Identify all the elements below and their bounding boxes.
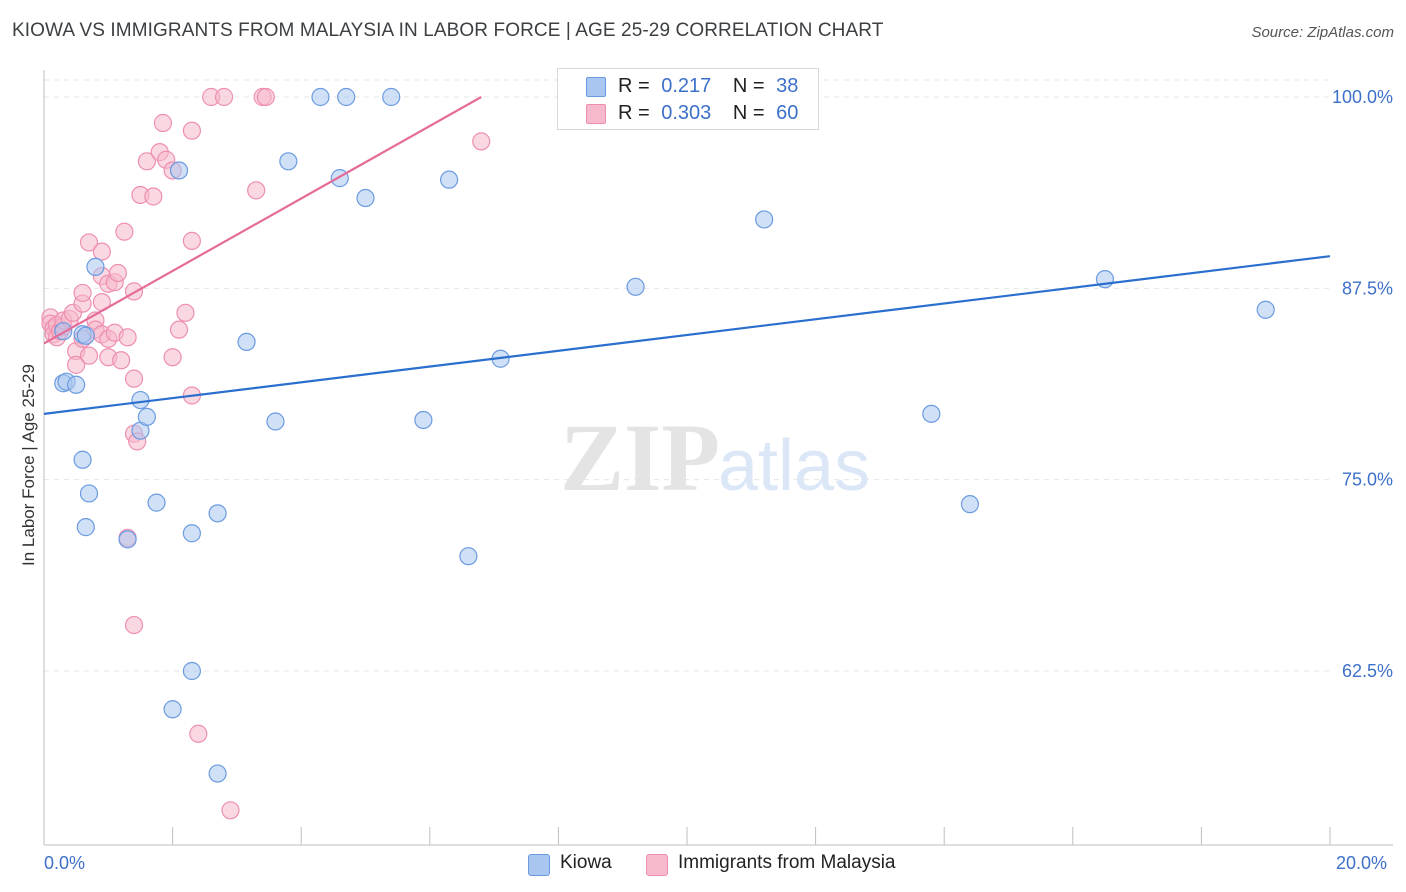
data-point [79,346,99,365]
data-point [118,328,137,347]
data-point [189,724,208,743]
data-point [163,700,182,719]
data-point [92,242,111,261]
data-point [960,495,980,514]
data-point [755,210,774,229]
chart-title: KIOWA VS IMMIGRANTS FROM MALAYSIA IN LAB… [12,20,884,41]
data-point [115,222,134,241]
y-tick-labels: 62.5% 75.0% 87.5% 100.0% [1332,87,1393,681]
data-point [86,257,105,277]
y-tick-label: 87.5% [1342,278,1393,298]
data-point [79,233,99,252]
bottom-legend-malaysia: Immigrants from Malaysia [678,852,896,873]
correlation-legend: R = 0.217 N = 38 R = 0.303 N = 60 [557,68,819,130]
data-point [214,87,234,107]
data-point [76,518,95,537]
legend-r-value: 0.217 [661,75,712,97]
data-point [67,375,86,394]
bottom-legend-swatch-kiowa [528,854,550,876]
data-point [147,493,166,512]
data-point [67,355,86,374]
y-axis-label: In Labor Force | Age 25-29 [19,364,38,566]
data-point [144,187,163,206]
data-point [1256,300,1275,319]
data-point [922,404,941,423]
legend-swatch-malaysia [586,104,606,124]
data-point [382,87,401,107]
legend-n-value: 38 [776,75,799,97]
legend-swatch-kiowa [586,77,606,97]
data-point [137,152,156,171]
bottom-legend-swatch-malaysia [646,854,668,876]
data-point [163,348,182,367]
data-point [169,320,189,339]
data-point [266,412,285,431]
legend-n-label: N = [732,102,765,124]
malaysia-points [41,87,491,820]
data-point [208,764,227,783]
x-tick-label-min: 0.0% [44,853,86,873]
data-point [182,661,201,681]
y-tick-label: 62.5% [1342,661,1393,681]
data-point [182,231,201,250]
trend-line-kiowa [43,255,1331,415]
data-point [137,407,156,427]
data-point [472,132,491,151]
data-point [124,369,144,388]
x-tick-label-max: 20.0% [1336,853,1388,873]
trend-line-malaysia [43,96,482,345]
data-point [79,484,99,503]
data-point [124,615,144,635]
legend-n-value: 60 [776,102,799,124]
trend-lines [43,96,1331,415]
data-point [414,410,433,430]
data-point [439,170,459,189]
data-point [73,450,92,469]
data-point [112,351,131,370]
y-tick-label: 100.0% [1332,87,1393,107]
data-point [237,332,256,352]
data-point [182,524,201,543]
data-point [208,504,227,523]
data-point [626,277,645,296]
watermark-zip: ZIP [560,404,720,511]
data-point [182,121,201,140]
data-point [356,188,375,208]
data-point [73,283,92,303]
kiowa-points [54,87,1275,783]
legend-r-label: R = [618,102,650,124]
legend-row-kiowa: R = 0.217 N = 38 [618,75,798,98]
data-point [337,87,356,107]
data-point [459,547,478,566]
gridlines [44,79,1330,672]
source-attribution: Source: ZipAtlas.com [1251,24,1394,41]
legend-r-label: R = [618,75,650,97]
legend-r-value: 0.303 [661,102,712,124]
data-point [108,263,128,283]
data-point [76,326,95,345]
data-point [279,152,298,171]
legend-n-label: N = [732,75,765,97]
data-point [131,390,150,410]
data-point [153,113,173,133]
axes [43,70,1393,846]
data-point [221,801,240,820]
data-point [169,161,189,180]
y-tick-label: 75.0% [1342,470,1393,490]
data-point [256,87,275,107]
data-point [247,181,266,200]
watermark-atlas: atlas [718,426,870,506]
legend-row-malaysia: R = 0.303 N = 60 [618,102,798,125]
data-point [124,282,144,301]
bottom-legend-kiowa: Kiowa [560,852,612,873]
data-point [118,530,137,549]
data-point [311,87,330,107]
data-point [176,303,195,322]
